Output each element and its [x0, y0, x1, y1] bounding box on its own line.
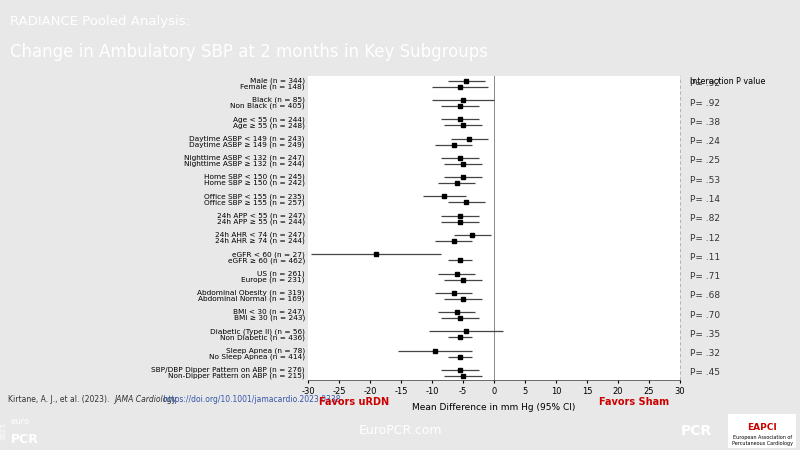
Text: Office SBP < 155 (n = 235): Office SBP < 155 (n = 235) [204, 193, 305, 200]
Text: P= .14: P= .14 [690, 195, 720, 204]
Text: Abdominal Obesity (n = 319): Abdominal Obesity (n = 319) [198, 290, 305, 296]
Bar [728, 414, 796, 448]
Text: P= .70: P= .70 [690, 310, 720, 320]
Text: Mean Difference in mm Hg (95% CI): Mean Difference in mm Hg (95% CI) [412, 403, 576, 412]
Text: Non Diabetic (n = 436): Non Diabetic (n = 436) [220, 334, 305, 341]
Text: P= .71: P= .71 [690, 272, 720, 281]
Text: Non-Dipper Pattern on ABP (n = 215): Non-Dipper Pattern on ABP (n = 215) [168, 373, 305, 379]
Text: JAMA Cardiology.: JAMA Cardiology. [114, 395, 179, 404]
Text: Black (n = 85): Black (n = 85) [252, 97, 305, 104]
Text: P= .45: P= .45 [690, 369, 720, 378]
Text: P= .92: P= .92 [690, 79, 720, 88]
Text: P= .53: P= .53 [690, 176, 720, 184]
Text: Non Black (n = 405): Non Black (n = 405) [230, 103, 305, 109]
Text: Kirtane, A. J., et al. (2023).: Kirtane, A. J., et al. (2023). [8, 395, 112, 404]
Text: Diabetic (Type II) (n = 56): Diabetic (Type II) (n = 56) [210, 328, 305, 335]
Text: Interaction P value: Interaction P value [690, 77, 765, 86]
Text: EAPCI: EAPCI [747, 423, 778, 432]
Text: 2023: 2023 [1, 422, 6, 440]
Text: P= .35: P= .35 [690, 330, 720, 339]
Text: Europe (n = 231): Europe (n = 231) [242, 276, 305, 283]
Text: Home SBP < 150 (n = 245): Home SBP < 150 (n = 245) [204, 174, 305, 180]
Text: US (n = 261): US (n = 261) [257, 270, 305, 277]
Text: Favors Sham: Favors Sham [598, 397, 669, 407]
Text: euro: euro [10, 417, 30, 426]
Text: P= .38: P= .38 [690, 118, 720, 127]
Text: 24h APP ≥ 55 (n = 244): 24h APP ≥ 55 (n = 244) [217, 219, 305, 225]
Text: Home SBP ≥ 150 (n = 242): Home SBP ≥ 150 (n = 242) [204, 180, 305, 186]
Text: P= .92: P= .92 [690, 99, 720, 108]
Text: P= .12: P= .12 [690, 234, 720, 243]
Text: Office SBP ≥ 155 (n = 257): Office SBP ≥ 155 (n = 257) [204, 199, 305, 206]
Text: 24h AHR < 74 (n = 247): 24h AHR < 74 (n = 247) [215, 232, 305, 238]
Text: RADIANCE Pooled Analysis:: RADIANCE Pooled Analysis: [10, 15, 190, 28]
Text: Sleep Apnea (n = 78): Sleep Apnea (n = 78) [226, 347, 305, 354]
Text: 24h APP < 55 (n = 247): 24h APP < 55 (n = 247) [217, 212, 305, 219]
Text: European Association of
Percutaneous Cardiology: European Association of Percutaneous Car… [732, 435, 793, 446]
Text: Nighttime ASBP < 132 (n = 247): Nighttime ASBP < 132 (n = 247) [184, 155, 305, 161]
Text: SBP/DBP Dipper Pattern on ABP (n = 276): SBP/DBP Dipper Pattern on ABP (n = 276) [151, 367, 305, 373]
Text: Nighttime ASBP ≥ 132 (n = 244): Nighttime ASBP ≥ 132 (n = 244) [184, 161, 305, 167]
Text: 24h AHR ≥ 74 (n = 244): 24h AHR ≥ 74 (n = 244) [215, 238, 305, 244]
Text: Daytime ASBP < 149 (n = 243): Daytime ASBP < 149 (n = 243) [190, 135, 305, 142]
Text: Age ≥ 55 (n = 248): Age ≥ 55 (n = 248) [233, 122, 305, 129]
Text: PCR: PCR [10, 433, 38, 446]
Text: Abdominal Normal (n = 169): Abdominal Normal (n = 169) [198, 296, 305, 302]
Text: https://doi.org/10.1001/jamacardio.2023.0338: https://doi.org/10.1001/jamacardio.2023.… [161, 395, 340, 404]
Text: P= .25: P= .25 [690, 157, 720, 166]
Text: EuroPCR.com: EuroPCR.com [358, 424, 442, 437]
Text: P= .82: P= .82 [690, 214, 720, 223]
Text: PCR: PCR [680, 424, 712, 438]
Text: Daytime ASBP ≥ 149 (n = 249): Daytime ASBP ≥ 149 (n = 249) [190, 141, 305, 148]
Text: Female (n = 148): Female (n = 148) [240, 84, 305, 90]
Text: BMI < 30 (n = 247): BMI < 30 (n = 247) [234, 309, 305, 315]
Text: P= .24: P= .24 [690, 137, 719, 146]
Text: Favors uRDN: Favors uRDN [319, 397, 390, 407]
Text: P= .32: P= .32 [690, 349, 720, 358]
Text: eGFR ≥ 60 (n = 462): eGFR ≥ 60 (n = 462) [227, 257, 305, 264]
Text: BMI ≥ 30 (n = 243): BMI ≥ 30 (n = 243) [234, 315, 305, 321]
Text: No Sleep Apnea (n = 414): No Sleep Apnea (n = 414) [209, 353, 305, 360]
Text: eGFR < 60 (n = 27): eGFR < 60 (n = 27) [232, 251, 305, 257]
Text: P= .11: P= .11 [690, 253, 720, 262]
Text: Age < 55 (n = 244): Age < 55 (n = 244) [233, 116, 305, 122]
Text: Change in Ambulatory SBP at 2 months in Key Subgroups: Change in Ambulatory SBP at 2 months in … [10, 43, 488, 61]
Text: P= .68: P= .68 [690, 291, 720, 300]
Text: Male (n = 344): Male (n = 344) [250, 77, 305, 84]
